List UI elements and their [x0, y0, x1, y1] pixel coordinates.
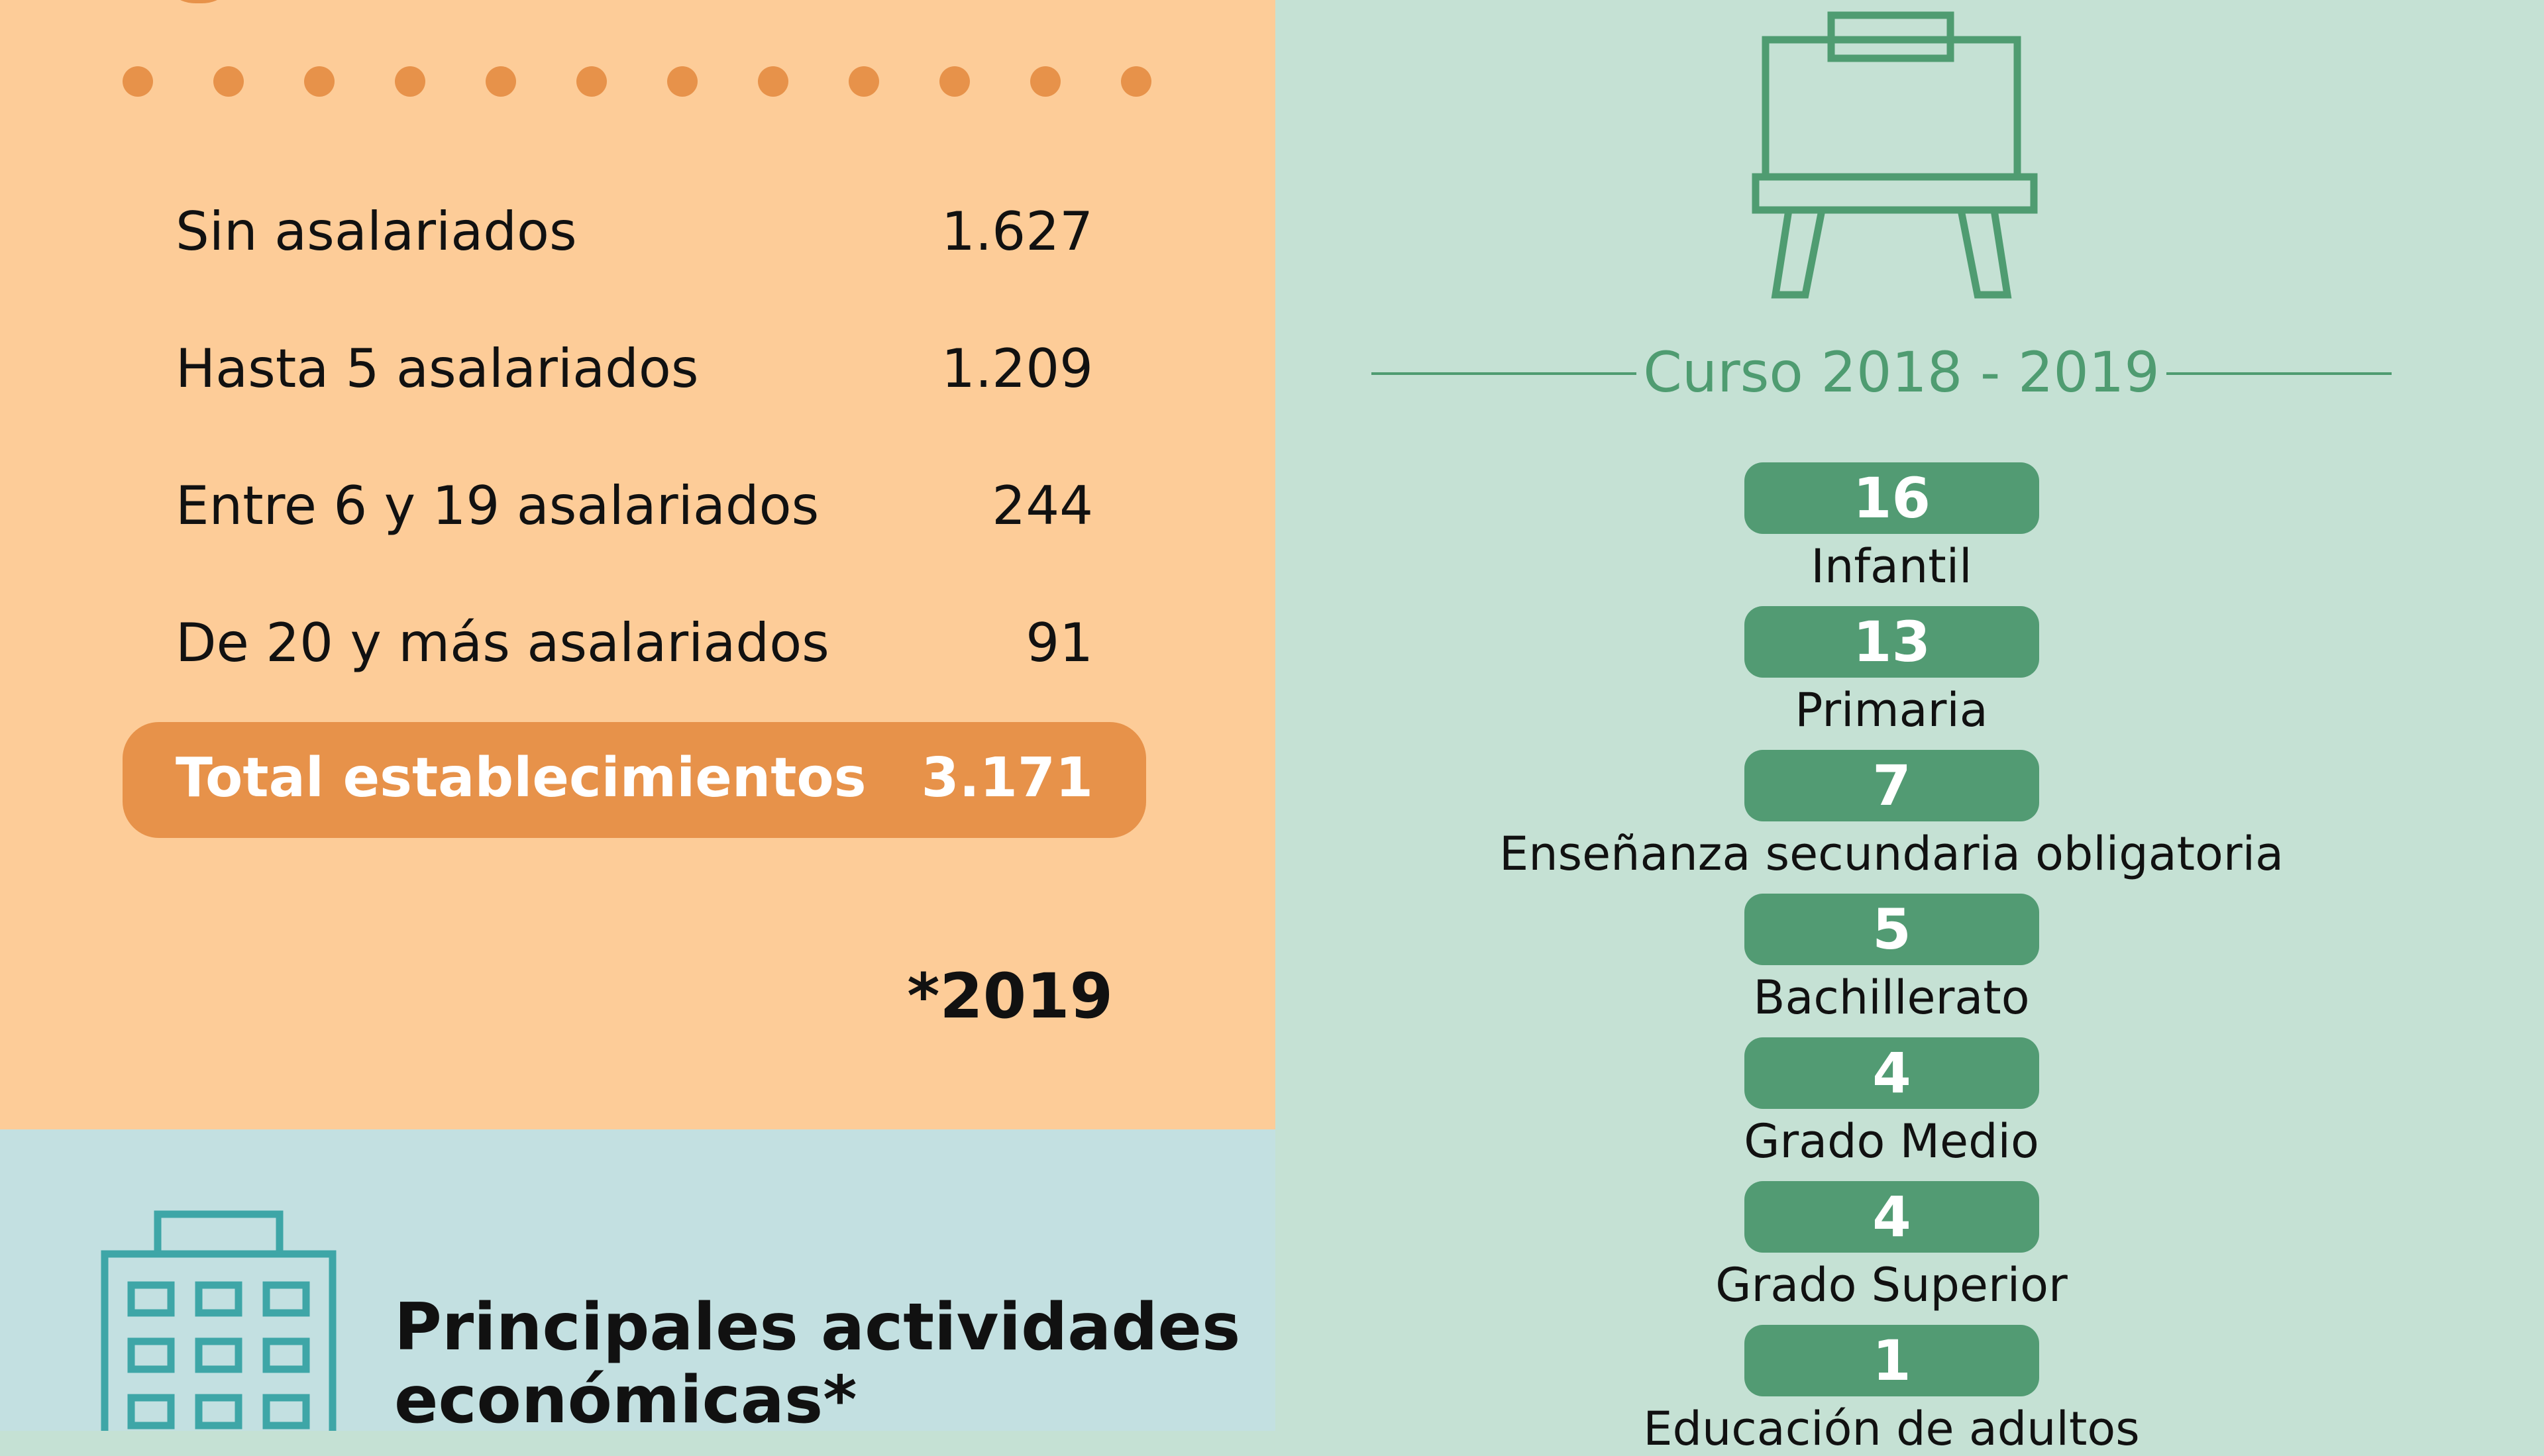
course-divider-left: [1371, 372, 1636, 375]
divider-dot: [304, 66, 335, 97]
course-title: Curso 2018 - 2019: [1643, 340, 2160, 405]
level-count-pill: 4: [1744, 1181, 2039, 1253]
row-value-entre-6-19: 244: [992, 475, 1093, 537]
level-label: Grado Medio: [1744, 1114, 2039, 1169]
row-label-entre-6-19: Entre 6 y 19 asalariados: [176, 475, 820, 537]
row-label-hasta-5: Hasta 5 asalariados: [176, 338, 699, 399]
row-value-sin-asalariados: 1.627: [941, 201, 1093, 262]
total-value: 3.171: [921, 747, 1093, 809]
divider-dot: [939, 66, 970, 97]
activities-title: Principales actividades económicas*: [394, 1290, 1241, 1438]
divider-dot: [1030, 66, 1061, 97]
whiteboard-easel-icon: [1752, 11, 2038, 299]
decorative-arc: [159, 0, 238, 3]
divider-dot: [486, 66, 516, 97]
level-label: Educación de adultos: [1643, 1402, 2140, 1456]
building-icon: [101, 1210, 337, 1431]
divider-dot: [667, 66, 698, 97]
level-count-pill: 13: [1744, 606, 2039, 678]
activities-panel: Principales actividades económicas*: [0, 1129, 1275, 1437]
activities-title-line2: económicas*: [394, 1362, 857, 1438]
divider-dot: [1121, 66, 1151, 97]
total-bar: Total establecimientos 3.171: [123, 722, 1146, 838]
row-label-sin-asalariados: Sin asalariados: [176, 201, 577, 262]
row-value-hasta-5: 1.209: [941, 338, 1093, 399]
divider-dot: [758, 66, 788, 97]
establishments-panel: Sin asalariados 1.627 Hasta 5 asalariado…: [0, 0, 1275, 1129]
level-count-pill: 16: [1744, 462, 2039, 534]
level-count-pill: 1: [1744, 1325, 2039, 1396]
divider-dot: [395, 66, 425, 97]
level-label: Grado Superior: [1715, 1258, 2068, 1312]
course-divider-right: [2166, 372, 2392, 375]
year-note: *2019: [907, 961, 1113, 1033]
level-count-pill: 4: [1744, 1037, 2039, 1109]
total-label: Total establecimientos: [176, 747, 867, 809]
divider-dot: [213, 66, 244, 97]
level-label: Primaria: [1795, 683, 1988, 737]
level-count-pill: 7: [1744, 750, 2039, 821]
activities-title-line1: Principales actividades: [394, 1290, 1241, 1365]
dotted-divider: [123, 66, 1156, 99]
level-label: Enseñanza secundaria obligatoria: [1499, 827, 2284, 881]
level-count-pill: 5: [1744, 894, 2039, 965]
row-label-20-mas: De 20 y más asalariados: [176, 612, 829, 674]
divider-dot: [123, 66, 153, 97]
divider-dot: [849, 66, 879, 97]
level-label: Bachillerato: [1753, 970, 2030, 1025]
divider-dot: [576, 66, 607, 97]
level-label: Infantil: [1811, 539, 1972, 594]
row-value-20-mas: 91: [1026, 612, 1093, 674]
